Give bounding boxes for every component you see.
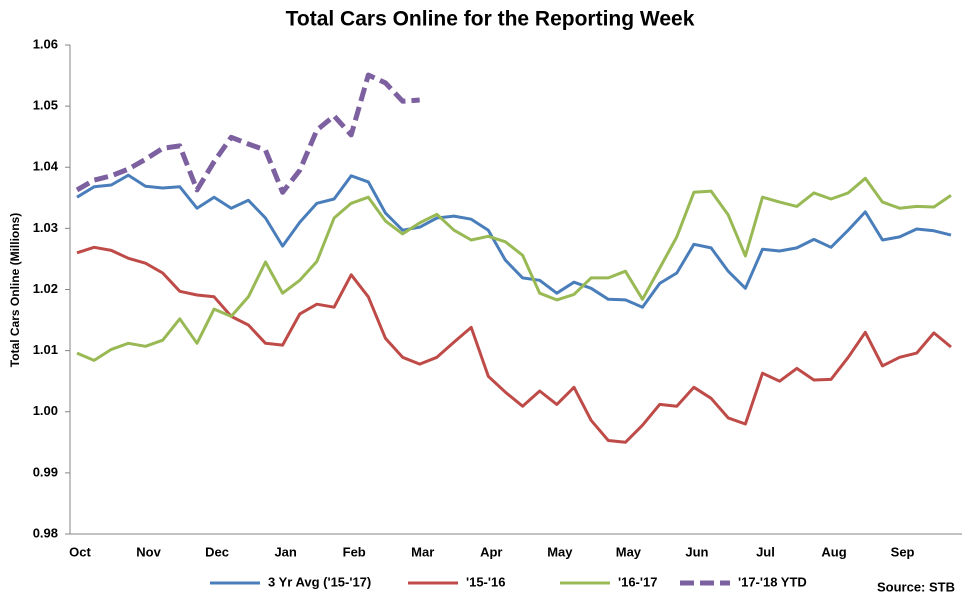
legend-label: '16-'17 [618,574,657,589]
x-tick-label: May [616,544,642,559]
x-tick-label: Aug [821,544,846,559]
x-tick-label: Oct [69,544,91,559]
y-tick-label: 0.98 [33,525,58,540]
y-tick-label: 1.04 [33,159,59,174]
x-tick-label: May [547,544,573,559]
source-note: Source: STB [877,579,955,594]
chart-title: Total Cars Online for the Reporting Week [286,8,695,31]
y-tick-label: 1.01 [33,342,58,357]
x-tick-label: Nov [136,544,161,559]
y-tick-label: 1.06 [33,36,58,51]
x-tick-label: Jun [685,544,708,559]
y-tick-label: 1.05 [33,98,58,113]
x-tick-label: Apr [480,544,502,559]
series-line [76,173,952,309]
x-tick-label: Jul [756,544,775,559]
legend-label: '15-'16 [466,574,505,589]
legend-label: '17-'18 YTD [738,574,807,589]
legend-label: 3 Yr Avg ('15-'17) [268,574,371,589]
y-tick-label: 0.99 [33,464,58,479]
x-tick-label: Sep [891,544,915,559]
x-tick-label: Jan [274,544,296,559]
x-tick-label: Feb [343,544,366,559]
y-axis-label: Total Cars Online (Millions) [8,213,22,367]
x-tick-label: Dec [205,544,229,559]
x-tick-label: Mar [411,544,434,559]
y-tick-label: 1.03 [33,220,58,235]
y-tick-label: 1.02 [33,281,58,296]
series-line [76,176,952,362]
y-tick-label: 1.00 [33,403,58,418]
series-line [76,245,952,444]
series-line [75,72,420,195]
